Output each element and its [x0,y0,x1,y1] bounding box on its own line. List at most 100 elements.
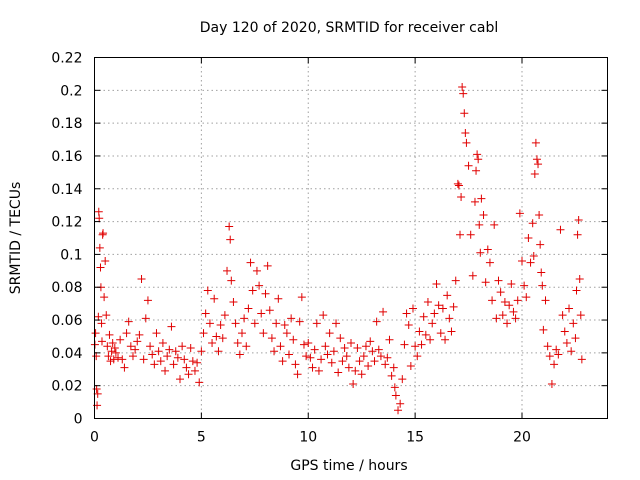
data-point [475,220,484,229]
data-point [106,357,115,366]
data-point [459,89,468,98]
data-point [413,352,422,361]
data-point [193,358,202,367]
data-point [94,312,103,321]
data-point [531,138,540,147]
data-point [492,314,501,323]
data-point [105,330,114,339]
data-point [291,360,300,369]
data-point [289,335,298,344]
data-point [111,348,120,357]
data-point [156,357,165,366]
data-point [575,275,584,284]
data-point [556,225,565,234]
data-point [218,334,227,343]
y-tick-label: 0.1 [60,247,82,263]
data-point [96,263,105,272]
data-point [154,347,163,356]
data-point [146,342,155,351]
data-point [474,155,483,164]
data-point [226,235,235,244]
data-point [109,355,118,364]
data-point [434,301,443,310]
data-point [351,366,360,375]
data-point [483,245,492,254]
data-point [240,314,249,323]
data-point [332,319,341,328]
data-point [252,266,261,275]
data-point [128,352,137,361]
data-point [411,342,420,351]
x-tick-label: 5 [197,430,206,446]
data-point [428,319,437,328]
y-axis-label: SRMTID / TECUs [8,182,24,295]
data-point [488,296,497,305]
data-point [538,281,547,290]
data-point [212,332,221,341]
data-point [466,230,475,239]
data-point [229,297,238,306]
data-point [554,350,563,359]
data-point [263,261,272,270]
data-point [107,347,116,356]
data-point [443,291,452,300]
data-point [366,337,375,346]
x-tick-label: 20 [513,430,531,446]
data-point [430,309,439,318]
data-point [148,350,157,359]
data-point [537,268,546,277]
axis-ticks [94,57,608,419]
data-point [184,370,193,379]
data-point [265,306,274,315]
data-point [396,399,405,408]
data-point [387,371,396,380]
data-point [278,357,287,366]
data-point [432,279,441,288]
data-point [572,286,581,295]
data-point [171,347,180,356]
data-point [539,325,548,334]
y-tick-label: 0.18 [51,116,82,132]
data-point [404,320,413,329]
data-point [93,389,102,398]
data-point [541,296,550,305]
data-point [532,155,541,164]
data-point [457,192,466,201]
data-point [108,339,117,348]
data-point [498,311,507,320]
data-point [101,256,110,265]
data-point [370,357,379,366]
data-point [220,311,229,320]
data-point [285,350,294,359]
data-point [496,288,505,297]
data-point [500,297,509,306]
data-point [445,314,454,323]
data-point [244,304,253,313]
data-point [141,314,150,323]
data-point [338,357,347,366]
data-point [120,363,129,372]
data-point [449,302,458,311]
y-tick-label: 0.08 [51,280,82,296]
data-point [426,335,435,344]
data-point [361,342,370,351]
axis-tick-labels: 0 0.02 0.04 0.06 0.08 0.1 0.12 0.14 0.16 0.18 0.2 0… [51,51,531,446]
data-point [347,339,355,348]
data-point [381,360,390,369]
data-point [122,329,131,338]
data-point [477,194,486,203]
data-point [530,170,539,179]
data-point [188,357,197,366]
data-point [545,352,554,361]
data-point [458,83,467,92]
data-point [195,378,204,387]
data-point [374,345,383,354]
data-point [385,335,394,344]
data-point [165,345,174,354]
data-point [534,160,543,169]
data-point [178,342,187,351]
data-point [325,329,334,338]
data-point [520,281,529,290]
